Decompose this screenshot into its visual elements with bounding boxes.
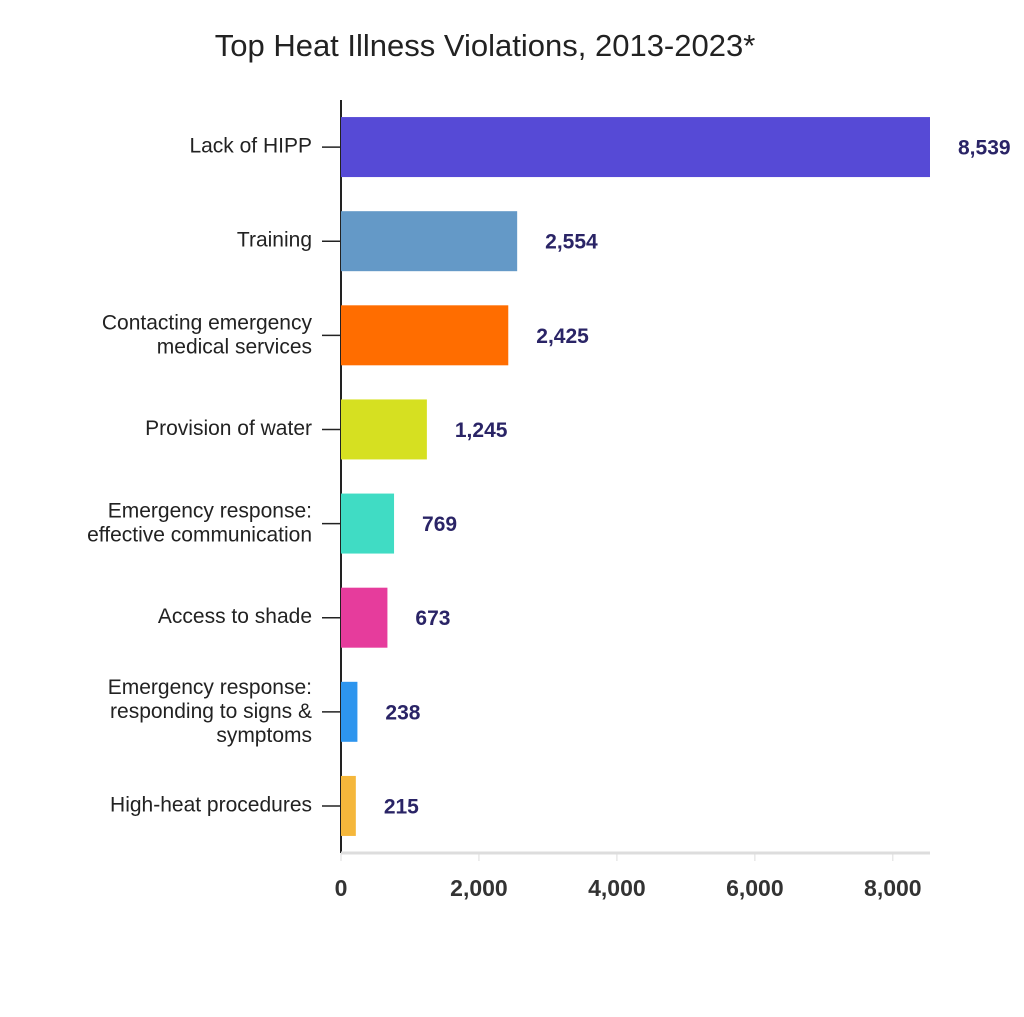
y-tick-label: Access to shade [158, 605, 312, 628]
bar [341, 493, 395, 554]
bar [341, 399, 427, 460]
x-tick-label: 8,000 [864, 875, 922, 901]
value-label: 769 [422, 513, 457, 536]
y-tick-label: Lack of HIPP [189, 135, 312, 158]
x-tick-label: 4,000 [588, 875, 646, 901]
bar [341, 775, 356, 836]
bar [341, 587, 388, 648]
bar [341, 211, 518, 272]
value-label: 2,554 [545, 231, 598, 254]
value-label: 238 [385, 701, 420, 724]
y-tick-label: Provision of water [145, 417, 312, 440]
y-tick-label: Contacting emergency medical services [102, 311, 313, 358]
x-tick-label: 0 [335, 875, 348, 901]
value-label: 8,539 [958, 137, 1011, 160]
value-label: 2,425 [536, 325, 589, 348]
value-label: 673 [415, 607, 450, 630]
chart-title: Top Heat Illness Violations, 2013-2023* [215, 28, 756, 63]
y-tick-label: Emergency response: responding to signs &… [108, 675, 312, 746]
y-tick-label: Training [237, 229, 312, 252]
value-label: 1,245 [455, 419, 508, 442]
x-tick-label: 2,000 [450, 875, 508, 901]
bar [341, 681, 358, 742]
y-tick-label: High-heat procedures [110, 793, 312, 816]
value-label: 215 [384, 795, 419, 818]
bar [341, 305, 509, 366]
y-tick-label: Emergency response: effective communicati… [87, 499, 312, 546]
x-tick-label: 6,000 [726, 875, 784, 901]
bar [341, 117, 930, 178]
